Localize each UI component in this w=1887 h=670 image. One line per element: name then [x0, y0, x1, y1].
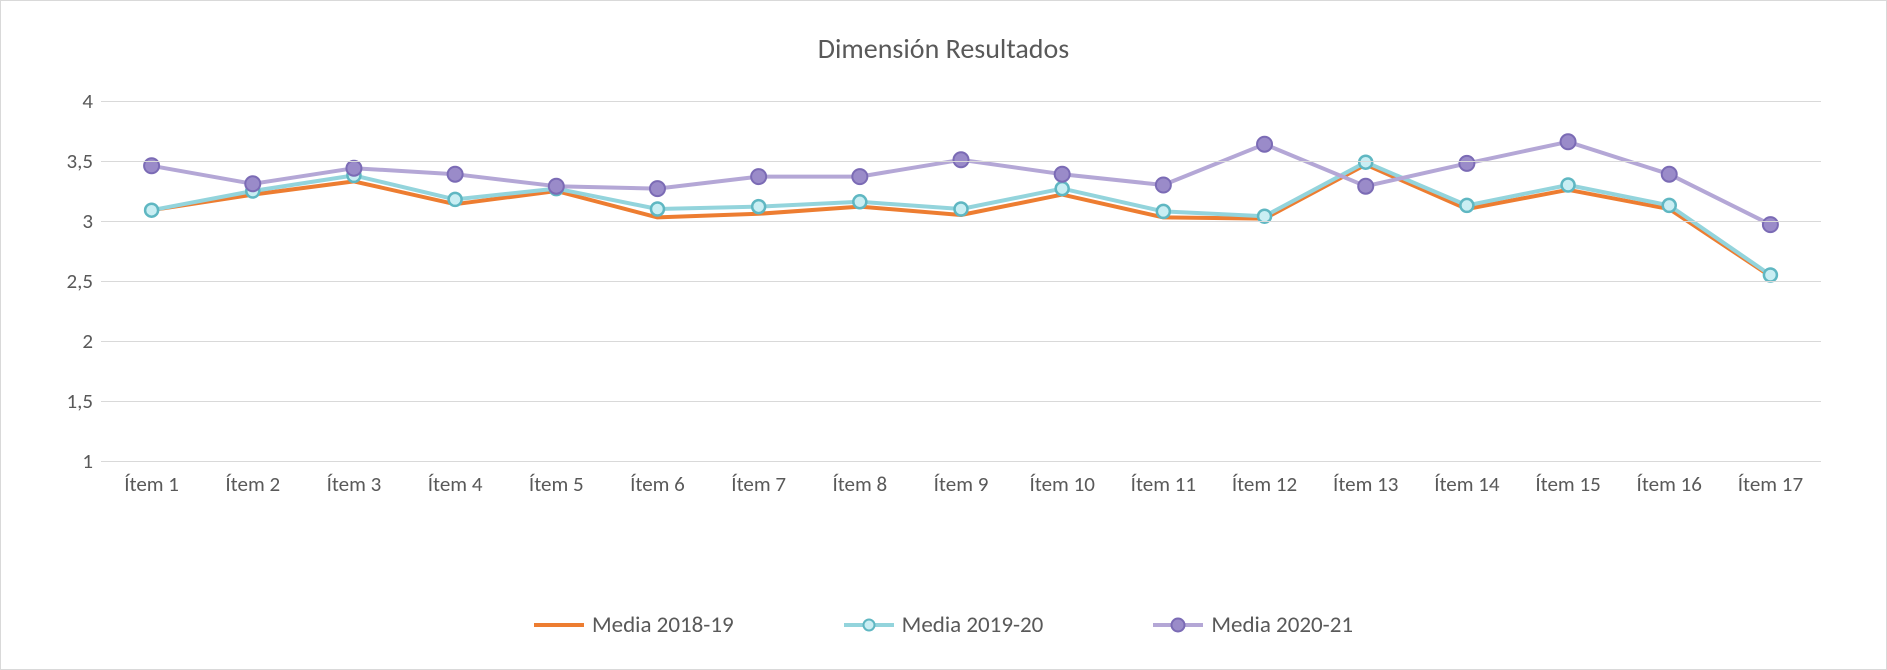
y-tick-label: 1,5 — [66, 388, 93, 414]
legend-marker-icon — [862, 619, 875, 632]
chart-container: Dimensión Resultados 11,522,533,54Ítem 1… — [0, 0, 1887, 670]
series-marker — [1460, 199, 1473, 212]
series-marker — [751, 169, 766, 184]
y-tick-label: 3 — [82, 208, 93, 234]
x-tick-label: Ítem 9 — [934, 471, 989, 497]
legend-label: Media 2019-20 — [902, 611, 1044, 639]
series-marker — [1156, 178, 1171, 193]
series-marker — [1358, 179, 1373, 194]
series-marker — [651, 203, 664, 216]
series-marker — [954, 152, 969, 167]
series-marker — [1561, 134, 1576, 149]
y-tick-label: 1 — [82, 448, 93, 474]
series-marker — [448, 167, 463, 182]
legend-swatch — [1153, 623, 1203, 627]
x-tick-label: Ítem 16 — [1637, 471, 1702, 497]
series-marker — [145, 204, 158, 217]
series-marker — [1157, 205, 1170, 218]
series-marker — [1562, 179, 1575, 192]
series-marker — [853, 195, 866, 208]
series-marker — [346, 161, 361, 176]
plot-area: 11,522,533,54Ítem 1Ítem 2Ítem 3Ítem 4Íte… — [101, 101, 1821, 461]
grid-line — [101, 101, 1821, 102]
series-marker — [1056, 182, 1069, 195]
x-tick-label: Ítem 13 — [1333, 471, 1398, 497]
series-marker — [549, 179, 564, 194]
series-marker — [955, 203, 968, 216]
x-tick-label: Ítem 8 — [832, 471, 887, 497]
series-marker — [1359, 156, 1372, 169]
series-marker — [1662, 167, 1677, 182]
x-tick-label: Ítem 17 — [1738, 471, 1803, 497]
grid-line — [101, 401, 1821, 402]
series-marker — [1257, 137, 1272, 152]
y-tick-label: 4 — [82, 88, 93, 114]
x-tick-label: Ítem 10 — [1029, 471, 1094, 497]
series-marker — [1764, 269, 1777, 282]
grid-line — [101, 161, 1821, 162]
x-tick-label: Ítem 3 — [327, 471, 382, 497]
x-tick-label: Ítem 4 — [428, 471, 483, 497]
series-marker — [449, 193, 462, 206]
grid-line — [101, 221, 1821, 222]
series-marker — [245, 176, 260, 191]
y-tick-label: 3,5 — [66, 148, 93, 174]
x-tick-label: Ítem 11 — [1131, 471, 1196, 497]
legend-label: Media 2020-21 — [1211, 611, 1353, 639]
y-tick-label: 2 — [82, 328, 93, 354]
x-tick-label: Ítem 1 — [124, 471, 179, 497]
series-marker — [752, 200, 765, 213]
series-marker — [852, 169, 867, 184]
x-tick-label: Ítem 7 — [731, 471, 786, 497]
series-marker — [1763, 217, 1778, 232]
x-tick-label: Ítem 12 — [1232, 471, 1297, 497]
series-marker — [1459, 156, 1474, 171]
chart-title: Dimensión Resultados — [1, 31, 1886, 66]
series-marker — [1055, 167, 1070, 182]
x-tick-label: Ítem 2 — [225, 471, 280, 497]
legend-swatch — [844, 623, 894, 627]
x-tick-label: Ítem 5 — [529, 471, 584, 497]
series-line — [152, 162, 1771, 275]
legend-item: Media 2019-20 — [844, 611, 1044, 639]
grid-line — [101, 341, 1821, 342]
legend-label: Media 2018-19 — [592, 611, 734, 639]
legend-item: Media 2018-19 — [534, 611, 734, 639]
y-tick-label: 2,5 — [66, 268, 93, 294]
legend: Media 2018-19 Media 2019-20 Media 2020-21 — [1, 611, 1886, 639]
grid-line — [101, 461, 1821, 462]
legend-item: Media 2020-21 — [1153, 611, 1353, 639]
x-tick-label: Ítem 15 — [1535, 471, 1600, 497]
grid-line — [101, 281, 1821, 282]
series-marker — [1663, 199, 1676, 212]
x-tick-label: Ítem 14 — [1434, 471, 1499, 497]
legend-swatch — [534, 623, 584, 627]
x-tick-label: Ítem 6 — [630, 471, 685, 497]
series-marker — [650, 181, 665, 196]
legend-marker-icon — [1171, 618, 1186, 633]
